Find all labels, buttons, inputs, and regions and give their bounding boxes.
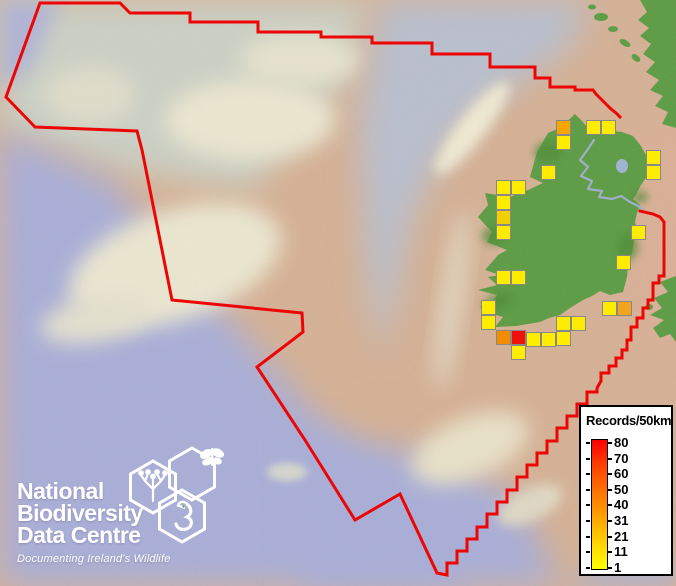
legend-tick-label: 40 [614,497,629,513]
record-square [556,316,571,331]
logo-hexagons [129,446,224,544]
record-square [617,301,632,316]
tree-hexagon [129,459,177,515]
legend-tick-label: 70 [614,450,629,466]
legend-tick [608,566,612,569]
seahorse-icon [174,500,193,532]
legend-tick-label: 50 [614,481,629,497]
legend-tick [586,473,590,476]
tree-icon [138,469,168,503]
record-square [541,165,556,180]
record-square [481,300,496,315]
legend-tick [586,535,590,538]
legend-tick [586,488,590,491]
record-square [541,332,556,347]
legend-tick-label: 11 [614,544,628,560]
seahorse-hexagon [158,488,206,544]
record-square [556,331,571,346]
record-square [511,330,526,345]
butterfly-icon [200,448,224,466]
legend-tick [608,520,612,522]
legend-tick [586,520,590,522]
record-square [496,270,511,285]
legend-tick [586,442,590,444]
legend-scale: 80 70 60 50 40 31 21 11 1 [586,435,669,575]
legend-tick [608,551,612,554]
record-square [481,315,496,330]
legend-tick [608,535,612,538]
legend-tick-label: 80 [614,435,629,450]
logo-text: National Biodiversity Data Centre Docume… [17,478,237,566]
legend-tick [608,457,612,460]
record-square [646,165,661,180]
legend-tick [608,473,612,476]
record-square [556,135,571,150]
legend-tick-label: 1 [614,559,622,575]
legend-panel: Records/50km 80 70 60 50 40 31 21 11 1 [579,405,673,576]
record-square [496,225,511,240]
record-square [556,120,571,135]
record-square [496,210,511,225]
legend-tick [586,566,590,569]
record-square [616,255,631,270]
record-square [496,195,511,210]
record-square [496,330,511,345]
record-square [526,332,541,347]
record-square [646,150,661,165]
record-square [631,225,646,240]
legend-tick [586,504,590,507]
record-square [602,301,617,316]
record-square [511,345,526,360]
legend-color-bar [591,439,608,570]
legend-tick-label: 21 [614,528,629,544]
record-square [511,180,526,195]
legend-tick-label: 31 [614,513,629,528]
logo-line-2: Biodiversity [17,500,143,526]
record-square [586,120,601,135]
record-square [496,180,511,195]
logo-line-3: Data Centre [17,522,141,548]
record-square [511,270,526,285]
logo-tagline: Documenting Ireland's Wildlife [17,553,171,565]
record-square [571,316,586,331]
legend-tick [586,551,590,554]
legend-title: Records/50km [586,413,672,428]
record-square [601,120,616,135]
legend-tick-label: 60 [614,466,629,482]
legend-tick [608,442,612,444]
legend-tick [608,488,612,491]
logo-line-1: National [17,478,104,504]
legend-tick [608,504,612,507]
legend-tick [586,457,590,460]
